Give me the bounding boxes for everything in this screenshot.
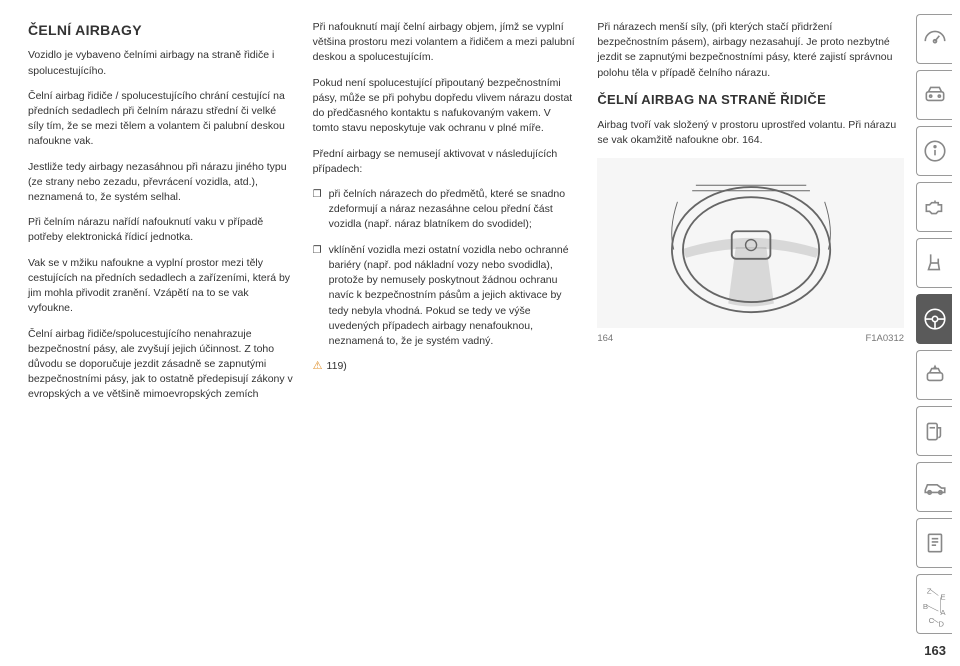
tab-engine-icon[interactable] [916,182,952,232]
paragraph: Čelní airbag řidiče/spolucestujícího nen… [28,327,295,403]
paragraph: Vak se v mžiku nafoukne a vyplní prostor… [28,256,295,317]
warning-text: 119) [327,359,347,374]
page-number: 163 [924,643,946,658]
tab-fuel-icon[interactable] [916,406,952,456]
paragraph: Airbag tvoří vak složený v prostoru upro… [597,118,904,148]
paragraph: Při nárazech menší síly, (při kterých st… [597,20,904,81]
figure-number: 164 [597,332,613,346]
tab-car-front-icon[interactable] [916,70,952,120]
svg-text:B: B [923,602,929,611]
steering-wheel-icon [610,165,892,321]
paragraph: Čelní airbag řidiče / spolucestujícího c… [28,89,295,150]
tab-info-icon[interactable] [916,126,952,176]
tab-document-icon[interactable] [916,518,952,568]
tab-dashboard-icon[interactable] [916,14,952,64]
paragraph: Při čelním nárazu nařídí nafouknutí vaku… [28,215,295,245]
paragraph: Přední airbagy se nemusejí aktivovat v n… [313,147,580,177]
tab-index-icon[interactable]: Z E B A C D [916,574,952,634]
column-3: Při nárazech menší síly, (při kterých st… [597,20,904,636]
side-tabs: Z E B A C D [916,0,960,666]
tab-car-side-icon[interactable] [916,462,952,512]
heading-sub: ČELNÍ AIRBAG NA STRANĚ ŘIDIČE [597,91,904,110]
bullet-text: vklínění vozidla mezi ostatní vozidla ne… [329,243,580,350]
warning-icon: ⚠ [313,359,323,375]
figure-caption: 164 F1A0312 [597,332,904,346]
column-2: Při nafouknutí mají čelní airbagy objem,… [313,20,580,636]
warning-note: ⚠ 119) [313,359,580,375]
figure-steering-wheel [597,158,904,328]
paragraph: Při nafouknutí mají čelní airbagy objem,… [313,20,580,66]
paragraph: Jestliže tedy airbagy nezasáhnou při nár… [28,160,295,206]
bullet-text: při čelních nárazech do předmětů, které … [329,187,580,233]
figure-wrap: 164 F1A0312 [597,158,904,346]
tab-seat-icon[interactable] [916,238,952,288]
bullet-marker: ❐ [313,244,323,350]
bullet-item: ❐ při čelních nárazech do předmětů, kter… [313,187,580,233]
svg-text:D: D [938,619,944,628]
svg-text:Z: Z [927,586,932,595]
tab-warning-car-icon[interactable] [916,350,952,400]
bullet-marker: ❐ [313,188,323,233]
tab-steering-wheel-icon[interactable] [916,294,952,344]
figure-code: F1A0312 [865,332,904,346]
svg-text:A: A [940,608,946,617]
heading-main: ČELNÍ AIRBAGY [28,20,295,40]
svg-text:C: C [929,615,935,624]
paragraph: Pokud není spolucestující připoutaný bez… [313,76,580,137]
svg-text:E: E [940,592,946,601]
bullet-item: ❐ vklínění vozidla mezi ostatní vozidla … [313,243,580,350]
column-1: ČELNÍ AIRBAGY Vozidlo je vybaveno čelním… [28,20,295,636]
paragraph: Vozidlo je vybaveno čelními airbagy na s… [28,48,295,78]
